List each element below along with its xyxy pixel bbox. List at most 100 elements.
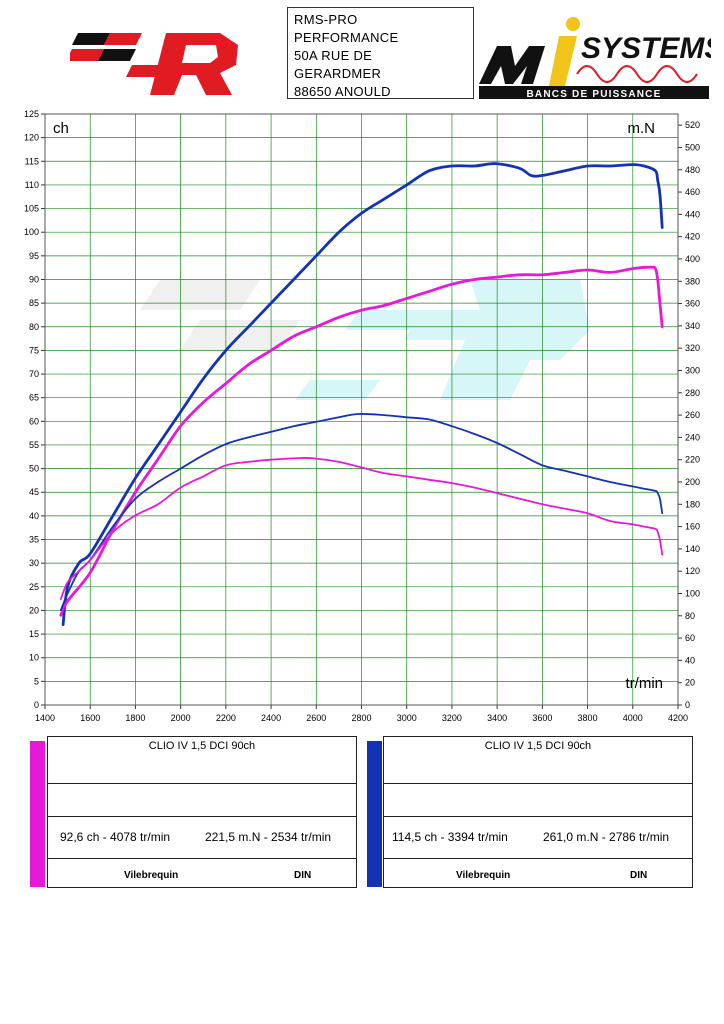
y-left-tick-label: 125: [24, 109, 39, 119]
plot-frame: [44, 113, 679, 706]
peak-values-row: 114,5 ch - 3394 tr/min 261,0 m.N - 2786 …: [384, 817, 692, 859]
y-left-tick-label: 85: [29, 298, 39, 308]
y-left-tick-label: 95: [29, 251, 39, 261]
y-left-tick-label: 55: [29, 440, 39, 450]
y-left-tick-label: 115: [25, 156, 39, 166]
empty-row: [48, 784, 356, 817]
result-card-blue: CLIO IV 1,5 DCI 90ch 114,5 ch - 3394 tr/…: [383, 736, 693, 888]
x-tick-label: 3800: [578, 713, 598, 723]
y-right-tick-label: 0: [685, 700, 690, 710]
y-right-tick-label: 60: [685, 633, 695, 643]
y-left-tick-label: 40: [29, 511, 39, 521]
x-tick-label: 1600: [80, 713, 100, 723]
norm-label: DIN: [294, 870, 312, 881]
x-tick-label: 2400: [261, 713, 281, 723]
footer-row: Vilebrequin DIN: [48, 859, 356, 889]
norm-label: DIN: [630, 870, 648, 881]
y-right-tick-label: 40: [685, 655, 695, 665]
y-right-tick-label: 440: [685, 209, 700, 219]
y-left-tick-label: 80: [29, 322, 39, 332]
address-line: RMS-PRO: [294, 12, 358, 27]
series-line-torque: [59, 457, 664, 600]
address-line: PERFORMANCE: [294, 30, 399, 45]
peak-power: 114,5 ch - 3394 tr/min: [392, 830, 508, 844]
logo-tagline: BANCS DE PUISSANCE: [527, 89, 662, 100]
vehicle-name: CLIO IV 1,5 DCI 90ch: [48, 737, 356, 784]
y-right-tick-label: 280: [685, 388, 700, 398]
x-tick-label: 3600: [532, 713, 552, 723]
address-box: RMS-PRO PERFORMANCE 50A RUE DE GERARDMER…: [287, 7, 474, 99]
vehicle-name: CLIO IV 1,5 DCI 90ch: [384, 737, 692, 784]
dyno-chart: 0 5 10 15 20 25 30 35 40 45 50 55 60 65 70 75 80 85 90 95 10…: [24, 109, 700, 723]
x-tick-label: 2600: [306, 713, 326, 723]
y-right-tick-label: 300: [685, 365, 700, 375]
y-left-tick-label: 0: [34, 700, 39, 710]
x-tick-label: 1800: [125, 713, 145, 723]
y-left-tick-label: 45: [29, 487, 39, 497]
series-color-swatch: [367, 741, 382, 887]
y-right-tick-label: 320: [685, 343, 700, 353]
y-left-tick-label: 20: [29, 605, 39, 615]
y-right-tick-label: 140: [685, 544, 700, 554]
y-right-tick-label: 360: [685, 299, 700, 309]
y-left-tick-label: 60: [29, 416, 39, 426]
y-right-tick-label: 480: [685, 165, 700, 175]
measure-type: Vilebrequin: [124, 870, 179, 881]
y-right-tick-label: 200: [685, 477, 700, 487]
series-line-power: [61, 162, 664, 626]
address-line: GERARDMER: [294, 66, 382, 81]
y-right-tick-label: 400: [685, 254, 700, 264]
y-right-tick-label: 500: [685, 142, 700, 152]
y-right-tick-label: 220: [685, 455, 700, 465]
y-left-tick-label: 120: [24, 133, 39, 143]
peak-torque: 221,5 m.N - 2534 tr/min: [205, 830, 332, 844]
y-right-tick-label: 100: [685, 588, 700, 598]
y-right-tick-label: 20: [685, 678, 695, 688]
chart-grid: [44, 113, 679, 706]
y-right-tick-label: 80: [685, 611, 695, 621]
x-tick-label: 2000: [171, 713, 191, 723]
y-right-tick-label: 460: [685, 187, 700, 197]
y-left-tick-label: 110: [25, 180, 39, 190]
y-right-tick-label: 260: [685, 410, 700, 420]
x-tick-label: 1400: [35, 713, 55, 723]
chart-series: [59, 162, 664, 626]
y-left-tick-label: 50: [29, 464, 39, 474]
y-left-tick-label: 10: [29, 653, 39, 663]
series-line-torque: [59, 413, 664, 612]
chart-axes: 0 5 10 15 20 25 30 35 40 45 50 55 60 65 70 75 80 85 90 95 10…: [24, 109, 700, 723]
y-axis-label-right: m.N: [628, 120, 656, 137]
address-line: 88650 ANOULD: [294, 84, 391, 99]
y-left-tick-label: 30: [29, 558, 39, 568]
y-left-tick-label: 105: [24, 204, 39, 214]
y-left-tick-label: 70: [29, 369, 39, 379]
x-tick-label: 4200: [668, 713, 688, 723]
y-left-tick-label: 15: [29, 629, 39, 639]
x-tick-label: 2800: [351, 713, 371, 723]
peak-torque: 261,0 m.N - 2786 tr/min: [543, 830, 670, 844]
y-axis-label-left: ch: [53, 120, 69, 137]
rms-pro-logo: [66, 25, 242, 104]
y-right-tick-label: 240: [685, 432, 700, 442]
y-right-tick-label: 180: [685, 499, 700, 509]
empty-row: [384, 784, 692, 817]
x-axis-label: tr/min: [626, 675, 664, 692]
y-left-tick-label: 35: [29, 535, 39, 545]
y-left-tick-label: 25: [29, 582, 39, 592]
y-right-tick-label: 420: [685, 232, 700, 242]
address-line: 50A RUE DE: [294, 48, 373, 63]
y-left-tick-label: 5: [34, 676, 39, 686]
x-tick-label: 4000: [623, 713, 643, 723]
y-left-tick-label: 90: [29, 274, 39, 284]
systems-wordmark: SYSTEMS: [581, 32, 711, 65]
watermark-logo: [140, 280, 590, 400]
y-right-tick-label: 340: [685, 321, 700, 331]
mi-systems-logo: SYSTEMS BANCS DE PUISSANCE: [477, 8, 724, 105]
series-color-swatch: [30, 741, 45, 887]
y-left-tick-label: 100: [24, 227, 39, 237]
peak-values-row: 92,6 ch - 4078 tr/min 221,5 m.N - 2534 t…: [48, 817, 356, 859]
peak-power: 92,6 ch - 4078 tr/min: [60, 830, 171, 844]
y-right-tick-label: 120: [685, 566, 700, 576]
y-left-tick-label: 65: [29, 393, 39, 403]
footer-row: Vilebrequin DIN: [384, 859, 692, 889]
